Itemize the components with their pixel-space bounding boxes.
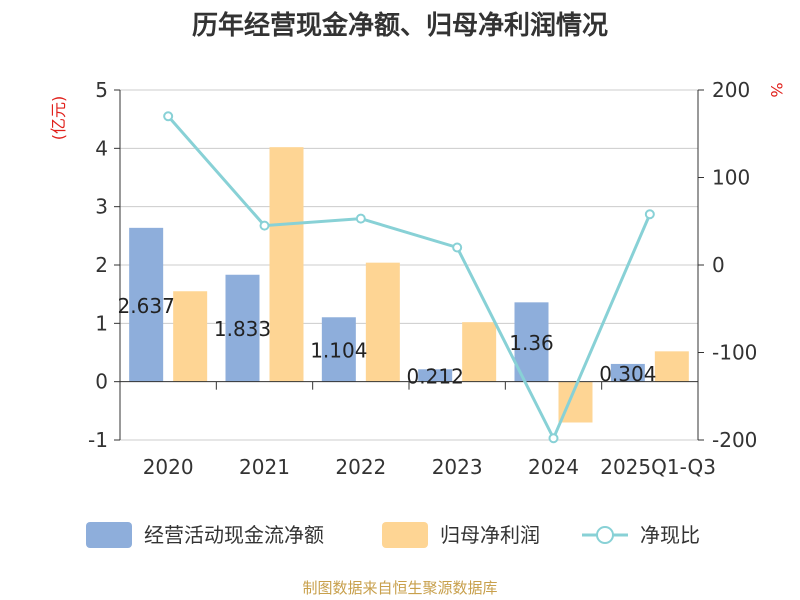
bar-value-label: 1.104 [310, 338, 367, 362]
ratio-point [452, 242, 463, 253]
category-label: 2024 [528, 455, 579, 479]
left-tick-label: 2 [95, 253, 108, 277]
legend-label: 归母净利润 [440, 523, 540, 547]
bar-value-label: 0.212 [407, 364, 464, 388]
cashflow-bar [610, 363, 645, 382]
left-tick-label: 3 [95, 195, 108, 219]
net-profit-bar [462, 322, 497, 382]
axes: -1 0 1 2 3 4 5 -200 -100 0 100 200 2020 2021 2022 2023 2… [88, 78, 757, 479]
ratio-point [644, 209, 655, 220]
ratio-point [259, 220, 270, 231]
legend-label: 经营活动现金流净额 [144, 523, 324, 547]
ratio-point [355, 213, 366, 224]
right-tick-label: -100 [712, 341, 757, 365]
legend-swatch [382, 522, 428, 548]
left-tick-label: 5 [95, 78, 108, 102]
cashflow-bar [514, 302, 549, 382]
right-tick-label: -200 [712, 428, 757, 452]
bar-value-label: 1.833 [214, 317, 271, 341]
right-tick-label: 200 [712, 78, 750, 102]
bar-value-label: 2.637 [118, 294, 175, 318]
data-labels: 2.637 1.833 1.104 0.212 1.36 0.304 [118, 294, 657, 389]
left-axis-unit: (亿元) [49, 96, 68, 141]
net-profit-bar [269, 147, 304, 382]
category-label: 2020 [143, 455, 194, 479]
category-label: 2021 [239, 455, 290, 479]
right-tick-label: 0 [712, 253, 725, 277]
cashflow-bar [225, 274, 260, 382]
legend-marker [596, 526, 614, 544]
legend-swatch [86, 522, 132, 548]
ratio-line [163, 111, 655, 444]
net-profit-bar [654, 351, 689, 382]
bar-value-label: 0.304 [599, 362, 656, 386]
ratio-line-path [167, 115, 652, 442]
ratio-point [163, 111, 174, 122]
category-label: 2023 [432, 455, 483, 479]
left-tick-label: 1 [95, 311, 108, 335]
grid [120, 89, 698, 441]
bar-value-label: 1.36 [509, 331, 554, 355]
cashflow-bar [321, 317, 356, 382]
net-profit-bar [365, 262, 400, 382]
category-label: 2022 [335, 455, 386, 479]
ratio-point [548, 433, 559, 444]
right-tick-label: 100 [712, 166, 750, 190]
right-axis-unit: % [767, 82, 786, 97]
bars [129, 147, 689, 423]
legend-label: 净现比 [640, 523, 700, 547]
legend: 经营活动现金流净额 归母净利润 净现比 [86, 522, 700, 548]
chart-title: 历年经营现金净额、归母净利润情况 [192, 10, 608, 41]
source-footer: 制图数据来自恒生聚源数据库 [302, 579, 497, 597]
net-profit-bar [173, 291, 208, 382]
left-tick-label: -1 [88, 428, 108, 452]
cashflow-bar [418, 369, 453, 382]
cashflow-bar [129, 227, 164, 382]
left-tick-label: 4 [95, 136, 108, 160]
left-tick-label: 0 [95, 370, 108, 394]
category-label: 2025Q1-Q3 [600, 455, 716, 479]
